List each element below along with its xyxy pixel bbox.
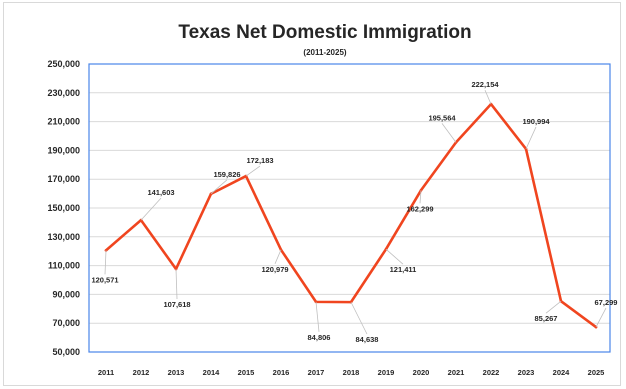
x-tick-label: 2022: [483, 368, 500, 377]
data-label: 107,618: [163, 300, 190, 309]
y-tick-label: 250,000: [47, 59, 80, 69]
x-tick-label: 2014: [203, 368, 221, 377]
data-label: 190,994: [522, 117, 550, 126]
series-line: [104, 102, 598, 329]
x-tick-label: 2018: [343, 368, 360, 377]
x-tick-label: 2020: [413, 368, 430, 377]
data-label: 141,603: [147, 188, 174, 197]
data-label-leader: [484, 89, 492, 105]
data-label-leader: [350, 301, 368, 335]
chart-frame: [3, 2, 621, 386]
data-label-leader: [315, 301, 320, 332]
data-label: 85,267: [535, 314, 558, 323]
data-label-leader: [525, 126, 537, 150]
data-label-leader: [419, 190, 422, 204]
data-label: 159,826: [213, 170, 240, 179]
x-tick-label: 2011: [98, 368, 114, 377]
data-label-leader: [140, 197, 162, 221]
data-label: 84,806: [308, 333, 331, 342]
data-label: 84,638: [356, 335, 379, 344]
x-tick-label: 2012: [133, 368, 150, 377]
chart-title: Texas Net Domestic Immigration: [178, 22, 471, 43]
data-labels: 120,571 141,603 107,618 159,826 172,183 120,9…: [91, 80, 617, 344]
y-tick-label: 210,000: [47, 117, 80, 127]
x-tick-label: 2013: [168, 368, 185, 377]
y-tick-label: 90,000: [52, 289, 80, 299]
x-tick-label: 2019: [378, 368, 395, 377]
x-tick-label: 2023: [518, 368, 535, 377]
plot-area-border: [88, 63, 611, 353]
data-label: 172,183: [246, 156, 273, 165]
y-tick-label: 130,000: [47, 232, 80, 242]
data-label: 222,154: [471, 80, 499, 89]
x-tick-label: 2016: [273, 368, 290, 377]
y-tick-label: 50,000: [52, 347, 80, 357]
data-label-leader: [595, 307, 607, 328]
y-tick-label: 190,000: [47, 145, 80, 155]
y-tick-label: 110,000: [48, 261, 80, 271]
x-tick-label: 2021: [448, 368, 465, 377]
x-tick-label: 2025: [588, 368, 605, 377]
data-label-leader: [210, 179, 228, 195]
y-tick-label: 70,000: [52, 318, 80, 328]
y-tick-label: 150,000: [47, 203, 80, 213]
data-label-leader: [545, 300, 562, 314]
data-label-leader: [385, 248, 404, 265]
chart-subtitle: (2011-2025): [303, 48, 346, 57]
y-tick-label: 230,000: [47, 88, 80, 98]
y-tick-label: 170,000: [47, 174, 80, 184]
data-label: 67,299: [595, 298, 618, 307]
x-tick-label: 2015: [238, 368, 255, 377]
data-label-leader: [245, 165, 261, 177]
data-label-leader: [175, 269, 178, 300]
data-label: 162,299: [406, 204, 433, 213]
x-tick-label: 2024: [553, 368, 571, 377]
data-label: 120,571: [91, 275, 118, 284]
data-label: 195,564: [428, 113, 456, 122]
data-label-leader: [441, 123, 457, 143]
data-label-leader: [104, 250, 107, 275]
data-label: 120,979: [261, 265, 288, 274]
x-tick-label: 2017: [308, 368, 325, 377]
axes: 250,000 230,000 210,000 190,000 170,000 150,0…: [47, 59, 611, 377]
data-label-leader: [274, 249, 282, 264]
data-label: 121,411: [390, 265, 417, 274]
